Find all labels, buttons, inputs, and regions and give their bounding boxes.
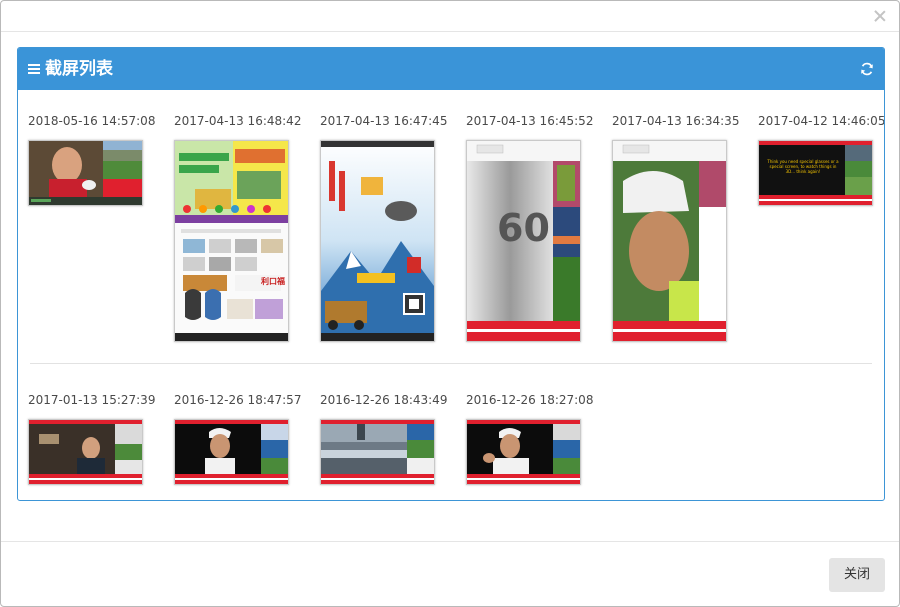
screenshot-panel: 截屏列表 2018-05-16 14:57:08 [17,47,885,501]
screenshot-thumbnail[interactable]: 利口福 [174,140,289,342]
screenshot-thumbnail[interactable]: Think you need special glasses or a spec… [758,140,873,206]
row-divider [30,363,872,364]
screenshot-time: 2017-04-13 16:48:42 [174,114,302,128]
screenshot-item[interactable]: 2017-04-13 16:47:45 [320,114,450,354]
screenshot-thumbnail[interactable] [320,140,435,342]
thumbnail-text: Think you need special glasses or a spec… [767,159,839,174]
close-icon[interactable] [873,9,887,23]
screenshot-time: 2017-01-13 15:27:39 [28,393,156,407]
list-icon [28,63,40,75]
panel-title: 截屏列表 [45,59,113,79]
screenshot-thumbnail[interactable] [320,419,435,485]
screenshot-time: 2017-04-13 16:34:35 [612,114,740,128]
screenshot-thumbnail[interactable] [612,140,727,342]
screenshot-time: 2018-05-16 14:57:08 [28,114,156,128]
screenshot-thumbnail[interactable] [466,419,581,485]
screenshot-thumbnail[interactable] [28,140,143,206]
screenshot-item[interactable]: 2017-04-12 14:46:05 Think you need speci… [758,114,885,214]
refresh-icon[interactable] [860,62,874,76]
screenshot-item[interactable]: 2017-04-13 16:45:52 60 [466,114,596,354]
screenshot-time: 2016-12-26 18:47:57 [174,393,302,407]
screenshot-item[interactable]: 2018-05-16 14:57:08 [28,114,158,214]
screenshot-item[interactable]: 2017-04-13 16:34:35 [612,114,742,354]
thumbnail-text: 利口福 [261,277,285,286]
panel-heading: 截屏列表 [18,48,884,90]
screenshot-thumbnail[interactable] [28,419,143,485]
dialog-header [1,1,899,32]
close-button[interactable]: 关闭 [829,558,885,592]
thumbnail-number: 60 [497,206,550,250]
screenshot-time: 2017-04-13 16:47:45 [320,114,448,128]
screenshot-thumbnail[interactable]: 60 [466,140,581,342]
screenshot-time: 2016-12-26 18:27:08 [466,393,594,407]
screenshot-time: 2017-04-12 14:46:05 [758,114,885,128]
screenshot-item[interactable]: 2016-12-26 18:47:57 [174,393,304,493]
screenshot-time: 2016-12-26 18:43:49 [320,393,448,407]
screenshot-item[interactable]: 2017-04-13 16:48:42 [174,114,304,354]
screenshot-time: 2017-04-13 16:45:52 [466,114,594,128]
dialog-footer-divider [1,541,899,542]
screenshot-item[interactable]: 2017-01-13 15:27:39 [28,393,158,493]
screenshot-item[interactable]: 2016-12-26 18:43:49 [320,393,450,493]
screenshot-thumbnail[interactable] [174,419,289,485]
screenshot-item[interactable]: 2016-12-26 18:27:08 [466,393,596,493]
